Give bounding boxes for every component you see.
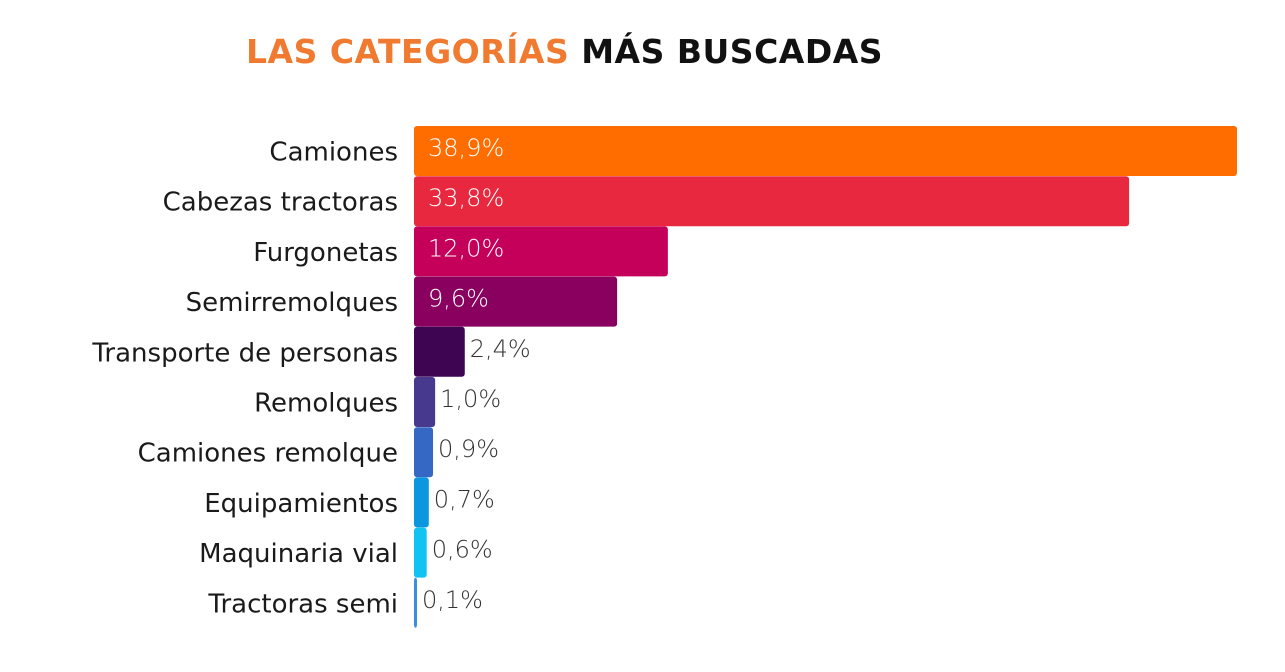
chart-title-highlight: LAS CATEGORÍAS — [246, 32, 570, 71]
bar-2 — [414, 226, 668, 277]
category-label-8: Maquinaria vial — [199, 539, 398, 569]
bar-5 — [414, 377, 436, 427]
bar-6 — [414, 427, 434, 478]
bar-0 — [414, 126, 1237, 176]
bar-8 — [414, 527, 427, 578]
bar-3 — [414, 276, 618, 327]
category-label-4: Transporte de personas — [91, 338, 398, 368]
category-label-5: Remolques — [254, 389, 398, 419]
value-label-6: 0,9% — [438, 435, 499, 463]
bar-4 — [414, 326, 465, 377]
category-label-1: Cabezas tractoras — [163, 188, 398, 218]
bar-9 — [414, 577, 417, 628]
value-label-1: 33,8% — [428, 184, 504, 212]
value-label-3: 9,6% — [428, 285, 489, 313]
bar-1 — [414, 176, 1130, 227]
value-label-9: 0,1% — [422, 586, 483, 614]
bar-7 — [414, 477, 429, 528]
value-label-5: 1,0% — [440, 385, 501, 413]
value-label-8: 0,6% — [432, 536, 493, 564]
category-label-2: Furgonetas — [253, 238, 398, 268]
value-label-7: 0,7% — [434, 485, 495, 513]
category-label-9: Tractoras semi — [207, 589, 398, 619]
category-label-6: Camiones remolque — [138, 439, 398, 469]
value-label-0: 38,9% — [428, 134, 504, 162]
category-label-0: Camiones — [269, 138, 398, 168]
category-label-3: Semirremolques — [186, 288, 398, 318]
category-label-7: Equipamientos — [204, 489, 398, 519]
value-label-2: 12,0% — [428, 234, 504, 262]
chart-title-rest: MÁS BUSCADAS — [581, 32, 884, 71]
value-label-4: 2,4% — [470, 335, 531, 363]
chart-title: LAS CATEGORÍAS MÁS BUSCADAS — [246, 32, 883, 71]
